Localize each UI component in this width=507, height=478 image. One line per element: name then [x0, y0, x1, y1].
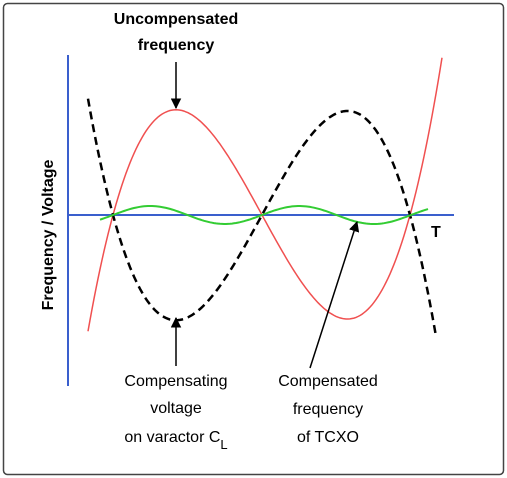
- label-line: frequency: [138, 37, 215, 54]
- label-line: Compensated: [278, 373, 378, 390]
- label-line: of TCXO: [297, 429, 359, 446]
- axis-end-label: T: [431, 224, 441, 241]
- compensating-curve: [86, 98, 438, 337]
- uncompensated-curve: [87, 57, 443, 332]
- label-text: on varactor C: [124, 429, 220, 446]
- arrow: [309, 221, 360, 369]
- label-line: on varactor CL: [124, 429, 227, 452]
- label-line: Compensating: [124, 373, 227, 390]
- label-line: Uncompensated: [114, 11, 238, 28]
- label-line: voltage: [150, 400, 202, 417]
- label-line: frequency: [293, 401, 363, 418]
- axis-label: Frequency / Voltage: [40, 159, 57, 310]
- compensated-curve: [99, 205, 429, 225]
- curves: [86, 57, 443, 337]
- subscript: L: [220, 437, 227, 452]
